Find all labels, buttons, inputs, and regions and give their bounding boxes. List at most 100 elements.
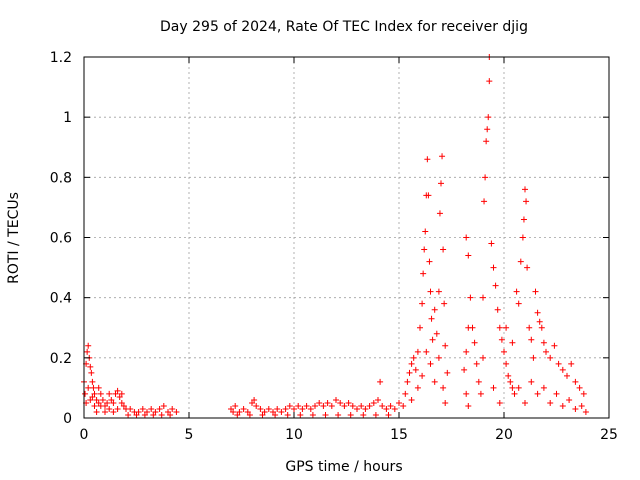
- data-point: [501, 348, 507, 355]
- data-point: [385, 411, 392, 418]
- data-point: [404, 378, 411, 385]
- data-point: [530, 354, 537, 361]
- data-point: [160, 402, 167, 409]
- data-point: [89, 378, 96, 385]
- data-point: [496, 399, 503, 406]
- data-point: [494, 306, 501, 313]
- data-point: [228, 405, 234, 412]
- data-point: [490, 264, 497, 271]
- chart-title: Day 295 of 2024, Rate Of TEC Index for r…: [160, 19, 528, 35]
- data-point: [244, 408, 251, 415]
- data-point: [104, 399, 111, 406]
- data-point: [419, 372, 426, 379]
- data-point: [410, 354, 417, 361]
- x-tick-label: 5: [185, 427, 194, 443]
- data-point: [444, 369, 451, 376]
- data-point: [169, 405, 176, 412]
- data-point: [391, 405, 398, 412]
- x-axis-label: GPS time / hours: [285, 459, 402, 475]
- data-point: [165, 408, 171, 415]
- data-point: [426, 258, 433, 265]
- data-point: [118, 390, 125, 397]
- data-point: [249, 399, 255, 406]
- data-point: [85, 384, 92, 391]
- data-point: [461, 366, 468, 373]
- data-point: [532, 288, 539, 295]
- data-point: [110, 399, 117, 406]
- data-point: [91, 402, 98, 409]
- data-point: [486, 78, 493, 85]
- data-point: [463, 390, 470, 397]
- data-point: [572, 405, 579, 412]
- data-point: [429, 336, 436, 343]
- data-point: [480, 294, 486, 301]
- data-point: [232, 402, 239, 409]
- data-point: [345, 399, 352, 406]
- data-point: [297, 411, 304, 418]
- data-point: [547, 399, 554, 406]
- data-point: [272, 411, 279, 418]
- data-point: [362, 405, 369, 412]
- data-point: [515, 384, 522, 391]
- data-point: [564, 372, 570, 379]
- data-point: [99, 396, 106, 403]
- y-tick-label: 1: [63, 110, 72, 126]
- data-point: [490, 384, 497, 391]
- data-point: [337, 399, 344, 406]
- data-point: [440, 246, 447, 253]
- data-point: [379, 402, 386, 409]
- data-point: [473, 360, 480, 367]
- data-point: [95, 399, 102, 406]
- data-point: [524, 264, 531, 271]
- data-point: [341, 402, 348, 409]
- data-point: [320, 402, 327, 409]
- data-point: [408, 396, 415, 403]
- data-point: [97, 390, 104, 397]
- data-point: [303, 402, 310, 409]
- data-point: [116, 393, 123, 400]
- data-point: [509, 384, 516, 391]
- data-point: [483, 138, 490, 145]
- data-point: [427, 288, 434, 295]
- data-point: [428, 315, 435, 322]
- data-point: [309, 411, 316, 418]
- data-point: [84, 348, 91, 355]
- data-point: [261, 408, 268, 415]
- data-point: [259, 411, 266, 418]
- data-point: [85, 342, 92, 349]
- data-point: [422, 228, 429, 235]
- y-tick-label: 0.6: [50, 231, 72, 247]
- data-point: [295, 402, 302, 409]
- data-point: [578, 402, 585, 409]
- data-point: [106, 405, 113, 412]
- x-tick-label: 25: [600, 427, 618, 443]
- y-axis-label: ROTI / TECUs: [6, 192, 22, 284]
- data-point: [412, 366, 419, 373]
- data-point: [526, 324, 533, 331]
- data-point: [511, 390, 518, 397]
- data-point: [540, 339, 547, 346]
- data-point: [234, 411, 241, 418]
- data-point: [503, 324, 510, 331]
- data-point: [559, 402, 566, 409]
- data-point: [424, 156, 431, 163]
- data-point: [127, 405, 134, 412]
- data-point: [236, 408, 243, 415]
- data-point: [507, 378, 514, 385]
- data-point: [158, 411, 165, 418]
- data-point: [93, 396, 100, 403]
- data-point: [480, 354, 486, 361]
- data-point: [278, 408, 285, 415]
- data-point: [152, 408, 159, 415]
- y-tick-label: 0.4: [50, 291, 72, 307]
- x-tick-label: 15: [390, 427, 408, 443]
- data-point: [523, 198, 530, 205]
- data-point: [421, 246, 428, 253]
- data-point: [274, 405, 281, 412]
- data-point: [582, 408, 589, 415]
- data-point: [360, 411, 367, 418]
- data-point: [349, 402, 356, 409]
- data-point: [375, 396, 381, 403]
- x-tick-label: 0: [80, 427, 89, 443]
- data-point: [270, 408, 276, 415]
